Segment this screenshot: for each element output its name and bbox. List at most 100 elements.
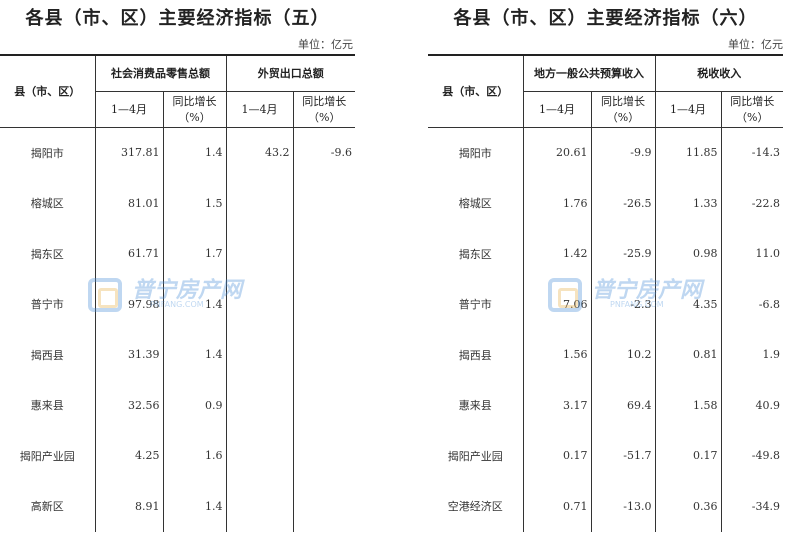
table-row: 普宁市 97.98 1.4 bbox=[0, 279, 355, 330]
growth-cell: 40.9 bbox=[720, 380, 783, 431]
header-period: 1—4月 bbox=[523, 90, 592, 128]
value-cell bbox=[225, 228, 294, 279]
table-row: 普宁市 7.06 -2.3 4.35 -6.8 bbox=[428, 279, 783, 330]
value-cell: 31.39 bbox=[94, 329, 164, 380]
growth-cell: -14.3 bbox=[720, 127, 783, 178]
right-table: 县（市、区） 地方一般公共预算收入 税收收入 1—4月 同比增长（%） 1—4月 … bbox=[428, 54, 783, 532]
growth-cell bbox=[292, 430, 355, 481]
value-cell: 0.17 bbox=[522, 430, 592, 481]
growth-cell: -26.5 bbox=[590, 178, 656, 229]
growth-cell: 1.4 bbox=[162, 329, 227, 380]
right-unit-label: 单位：亿元 bbox=[728, 38, 783, 51]
growth-cell: 69.4 bbox=[590, 380, 656, 431]
value-cell bbox=[225, 329, 294, 380]
region-name: 普宁市 bbox=[428, 279, 524, 330]
value-cell: 317.81 bbox=[94, 127, 164, 178]
value-cell: 8.91 bbox=[94, 481, 164, 532]
growth-cell: 1.4 bbox=[162, 481, 227, 532]
value-cell: 0.17 bbox=[654, 430, 722, 481]
region-name: 惠来县 bbox=[428, 380, 524, 431]
region-name: 揭东区 bbox=[0, 228, 96, 279]
value-cell: 0.81 bbox=[654, 329, 722, 380]
table-row: 惠来县 32.56 0.9 bbox=[0, 380, 355, 431]
header-group2: 税收收入 bbox=[654, 54, 783, 92]
growth-cell: 1.9 bbox=[720, 329, 783, 380]
growth-cell bbox=[292, 329, 355, 380]
value-cell: 0.71 bbox=[522, 481, 592, 532]
region-name: 揭阳产业园 bbox=[428, 430, 524, 481]
growth-cell bbox=[292, 178, 355, 229]
growth-cell: -9.6 bbox=[292, 127, 355, 178]
left-title: 各县（市、区）主要经济指标（五） bbox=[25, 8, 330, 29]
value-cell: 0.36 bbox=[654, 481, 722, 532]
value-cell: 7.06 bbox=[522, 279, 592, 330]
value-cell: 20.61 bbox=[522, 127, 592, 178]
region-name: 揭西县 bbox=[428, 329, 524, 380]
value-cell: 11.85 bbox=[654, 127, 722, 178]
growth-cell bbox=[292, 481, 355, 532]
growth-cell: -13.0 bbox=[590, 481, 656, 532]
left-unit-label: 单位：亿元 bbox=[298, 38, 353, 51]
left-table: 县（市、区） 社会消费品零售总额 外贸出口总额 1—4月 同比增长（%） 1—4月… bbox=[0, 54, 355, 532]
value-cell: 4.25 bbox=[94, 430, 164, 481]
growth-cell: 0.9 bbox=[162, 380, 227, 431]
region-name: 榕城区 bbox=[428, 178, 524, 229]
table-row: 揭西县 31.39 1.4 bbox=[0, 329, 355, 380]
region-name: 揭阳市 bbox=[428, 127, 524, 178]
header-period: 1—4月 bbox=[654, 90, 722, 128]
region-name: 普宁市 bbox=[0, 279, 96, 330]
value-cell: 81.01 bbox=[94, 178, 164, 229]
header-group1: 社会消费品零售总额 bbox=[94, 54, 227, 92]
table-row: 揭东区 61.71 1.7 bbox=[0, 228, 355, 279]
growth-cell bbox=[292, 228, 355, 279]
table-row: 揭阳产业园 0.17 -51.7 0.17 -49.8 bbox=[428, 430, 783, 481]
growth-cell bbox=[292, 279, 355, 330]
value-cell: 1.76 bbox=[522, 178, 592, 229]
region-name: 揭阳市 bbox=[0, 127, 96, 178]
growth-cell: 1.4 bbox=[162, 279, 227, 330]
growth-cell: 1.4 bbox=[162, 127, 227, 178]
value-cell: 32.56 bbox=[94, 380, 164, 431]
table-row: 揭阳市 20.61 -9.9 11.85 -14.3 bbox=[428, 127, 783, 178]
value-cell bbox=[225, 380, 294, 431]
region-name: 惠来县 bbox=[0, 380, 96, 431]
growth-cell: -25.9 bbox=[590, 228, 656, 279]
table-row: 榕城区 1.76 -26.5 1.33 -22.8 bbox=[428, 178, 783, 229]
growth-cell: 1.6 bbox=[162, 430, 227, 481]
header-period: 1—4月 bbox=[225, 90, 294, 128]
table-row: 揭东区 1.42 -25.9 0.98 11.0 bbox=[428, 228, 783, 279]
header-growth: 同比增长（%） bbox=[292, 90, 355, 128]
region-name: 榕城区 bbox=[0, 178, 96, 229]
table-row: 高新区 8.91 1.4 bbox=[0, 481, 355, 532]
growth-cell: 1.5 bbox=[162, 178, 227, 229]
table-row: 揭阳市 317.81 1.4 43.2 -9.6 bbox=[0, 127, 355, 178]
header-group2: 外贸出口总额 bbox=[225, 54, 355, 92]
growth-cell: 1.7 bbox=[162, 228, 227, 279]
growth-cell: 10.2 bbox=[590, 329, 656, 380]
growth-cell: -9.9 bbox=[590, 127, 656, 178]
region-name: 揭东区 bbox=[428, 228, 524, 279]
table-row: 榕城区 81.01 1.5 bbox=[0, 178, 355, 229]
value-cell: 61.71 bbox=[94, 228, 164, 279]
region-name: 空港经济区 bbox=[428, 481, 524, 532]
growth-cell bbox=[292, 380, 355, 431]
growth-cell: 11.0 bbox=[720, 228, 783, 279]
value-cell: 4.35 bbox=[654, 279, 722, 330]
value-cell: 43.2 bbox=[225, 127, 294, 178]
growth-cell: -22.8 bbox=[720, 178, 783, 229]
header-period: 1—4月 bbox=[95, 90, 164, 128]
value-cell: 3.17 bbox=[522, 380, 592, 431]
right-title: 各县（市、区）主要经济指标（六） bbox=[453, 8, 758, 29]
header-region: 县（市、区） bbox=[428, 54, 524, 128]
header-growth: 同比增长（%） bbox=[162, 90, 227, 128]
value-cell: 1.58 bbox=[654, 380, 722, 431]
value-cell: 1.56 bbox=[522, 329, 592, 380]
header-group1: 地方一般公共预算收入 bbox=[522, 54, 656, 92]
header-growth: 同比增长（%） bbox=[590, 90, 656, 128]
header-growth: 同比增长（%） bbox=[720, 90, 783, 128]
value-cell bbox=[225, 279, 294, 330]
value-cell: 97.98 bbox=[94, 279, 164, 330]
growth-cell: -49.8 bbox=[720, 430, 783, 481]
value-cell bbox=[225, 430, 294, 481]
growth-cell: -2.3 bbox=[590, 279, 656, 330]
